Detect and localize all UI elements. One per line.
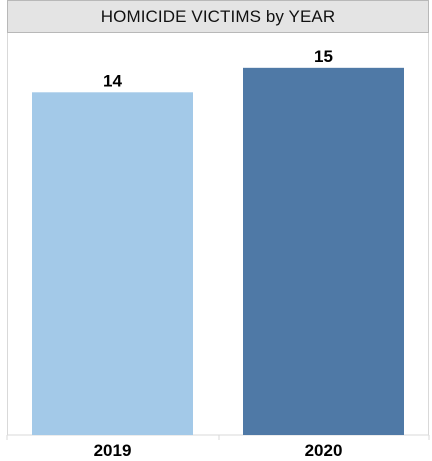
chart-frame-left — [7, 33, 8, 435]
data-label-2020: 15 — [314, 47, 333, 66]
data-label-2019: 14 — [103, 71, 122, 90]
bars-group: 14 2019 15 2020 — [32, 47, 404, 460]
x-tick-label-2020: 2020 — [305, 441, 343, 460]
x-tick-label-2019: 2019 — [94, 441, 132, 460]
chart-frame-right — [428, 33, 429, 435]
chart-title: HOMICIDE VICTIMS by YEAR — [7, 0, 429, 33]
bar-2020 — [243, 67, 404, 435]
bar-2019 — [32, 92, 193, 436]
